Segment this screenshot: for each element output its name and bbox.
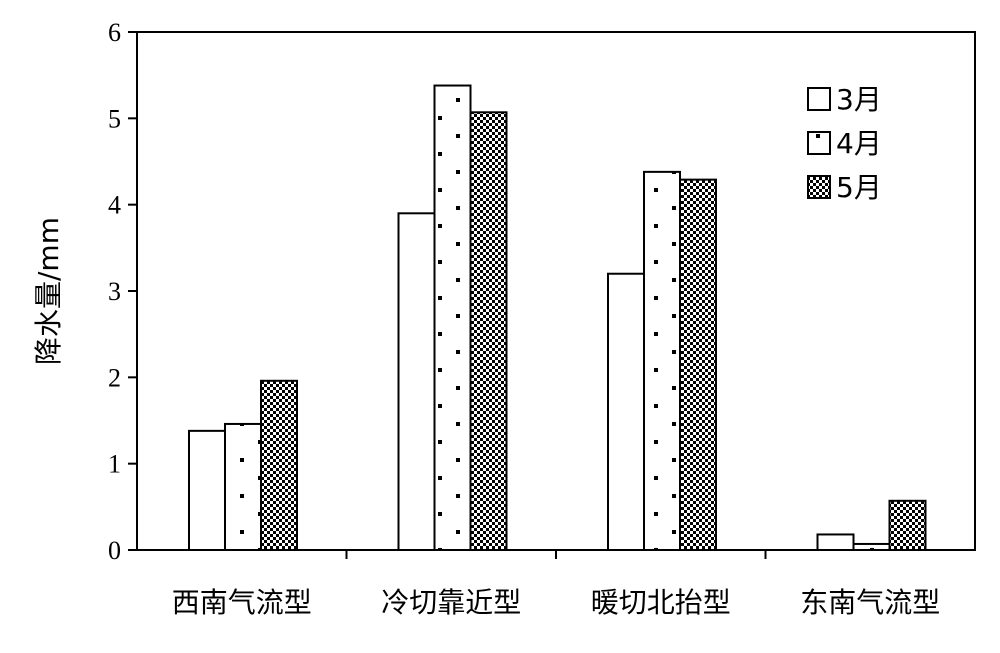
y-tick-label: 4 — [108, 191, 121, 220]
bar — [397, 212, 436, 552]
bar — [679, 178, 717, 551]
y-tick-label: 1 — [108, 450, 121, 479]
y-tick-label: 3 — [108, 277, 121, 306]
legend-swatch — [807, 87, 831, 111]
x-tick-label: 东南气流型 — [800, 586, 940, 619]
x-tick-label: 冷切靠近型 — [381, 586, 521, 619]
legend: 3月 4月 5月 — [807, 83, 882, 204]
bar — [852, 542, 891, 551]
bar — [433, 84, 472, 551]
plot-area: 0 1 2 3 4 5 6 西南气流型 冷切靠近型 暖切北抬型 东南气流型 — [108, 18, 976, 619]
legend-label: 4月 — [836, 127, 882, 160]
legend-label: 3月 — [836, 83, 882, 116]
y-tick-label: 2 — [108, 363, 121, 392]
bar — [224, 422, 262, 552]
bar — [816, 533, 855, 552]
x-tick-label: 西南气流型 — [172, 586, 312, 619]
legend-swatch — [807, 175, 831, 199]
x-axis: 西南气流型 冷切靠近型 暖切北抬型 东南气流型 — [172, 550, 940, 619]
bar — [888, 499, 927, 552]
bar — [643, 170, 681, 552]
legend-label: 5月 — [836, 171, 882, 204]
bar — [260, 379, 298, 551]
bar — [188, 429, 226, 551]
y-tick-label: 0 — [108, 536, 121, 565]
bar — [469, 111, 508, 551]
y-tick-label: 6 — [108, 18, 121, 47]
bar — [607, 272, 645, 551]
y-tick-label: 5 — [108, 104, 121, 133]
y-axis-title: 降水量/mm — [32, 217, 65, 365]
legend-swatch — [807, 131, 831, 155]
bars — [188, 84, 927, 552]
x-tick-label: 暖切北抬型 — [591, 586, 731, 619]
y-axis: 0 1 2 3 4 5 6 — [108, 18, 137, 565]
